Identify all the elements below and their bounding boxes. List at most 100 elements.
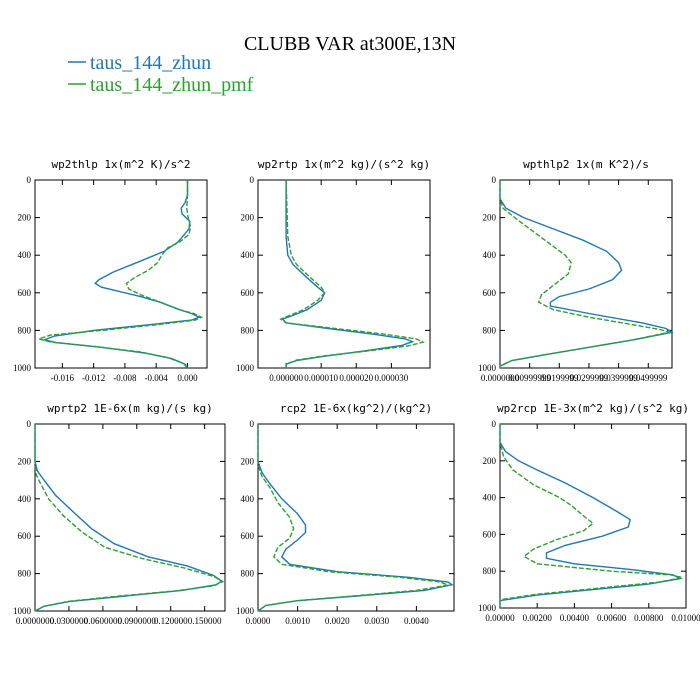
panel-grid: wp2thlp 1x(m^2 K)/s^2 0 200 400 600 800 1000 -0… bbox=[13, 158, 700, 626]
series-line-taus-144-zhun bbox=[257, 424, 454, 612]
series-line-taus-144-zhun bbox=[499, 424, 683, 608]
plot-frame bbox=[34, 423, 226, 612]
y-tick-label: 0 bbox=[27, 419, 32, 429]
y-tick-label: 200 bbox=[241, 213, 255, 223]
x-tick-label: 0.150000 bbox=[188, 616, 222, 626]
x-tick-label: 0.0900000 bbox=[118, 616, 157, 626]
series-line-taus-144-zhun bbox=[34, 424, 223, 612]
y-tick-label: 1000 bbox=[13, 606, 32, 616]
panel-title: wp2rcp 1E-3x(m^2 kg)/(s^2 kg) bbox=[497, 402, 689, 415]
y-tick-label: 0 bbox=[492, 175, 497, 185]
x-tick-label: 0.0000000 bbox=[481, 373, 520, 383]
y-tick-label: 0 bbox=[250, 419, 255, 429]
y-tick-label: 1000 bbox=[478, 363, 497, 373]
y-tick-label: 800 bbox=[18, 569, 32, 579]
x-tick-label: 0.0010 bbox=[285, 616, 310, 626]
y-tick-label: 800 bbox=[483, 566, 497, 576]
series-line-taus-144-zhun bbox=[499, 180, 674, 368]
x-tick-label: 0.000 bbox=[177, 373, 198, 383]
y-tick-label: 400 bbox=[241, 494, 255, 504]
series-line-taus-144-zhun-pmf bbox=[36, 180, 204, 369]
panel-title: rcp2 1E-6x(kg^2)/(kg^2) bbox=[280, 402, 432, 415]
y-tick-label: 800 bbox=[241, 325, 255, 335]
y-tick-label: 200 bbox=[241, 456, 255, 466]
panel-title: wprtp2 1E-6x(m kg)/(s kg) bbox=[47, 402, 213, 415]
y-tick-label: 400 bbox=[241, 250, 255, 260]
x-tick-label: 0.00600 bbox=[597, 613, 627, 623]
x-tick-label: 0.120000 bbox=[154, 616, 188, 626]
x-tick-label: 0.0199999 bbox=[540, 373, 579, 383]
x-tick-label: 0.0300000 bbox=[50, 616, 89, 626]
y-tick-label: 200 bbox=[18, 213, 32, 223]
series-line-taus-144-zhun-pmf bbox=[499, 424, 683, 608]
series-line-taus-144-zhun bbox=[281, 180, 415, 368]
plot-frame bbox=[499, 179, 673, 369]
x-tick-label: 0.00000 bbox=[485, 613, 515, 623]
x-tick-label: 0.00800 bbox=[634, 613, 664, 623]
x-tick-label: -0.012 bbox=[82, 373, 105, 383]
x-tick-label: 0.000000 bbox=[269, 373, 303, 383]
y-tick-label: 600 bbox=[241, 531, 255, 541]
plot-frame bbox=[499, 423, 687, 609]
chart-panel-1: wp2thlp 1x(m^2 K)/s^2 0 200 400 600 800 1000 -0… bbox=[13, 158, 208, 383]
y-tick-label: 200 bbox=[483, 213, 497, 223]
y-tick-label: 600 bbox=[18, 288, 32, 298]
x-tick-label: 0.0020 bbox=[325, 616, 350, 626]
x-tick-label: 0.0040 bbox=[404, 616, 429, 626]
x-tick-label: 0.000030 bbox=[375, 373, 409, 383]
x-tick-label: 0.01000 bbox=[671, 613, 700, 623]
series-line-taus-144-zhun-pmf bbox=[34, 424, 225, 612]
series-line-taus-144-zhun-pmf bbox=[499, 180, 672, 368]
y-tick-label: 1000 bbox=[13, 363, 32, 373]
x-tick-label: 0.0399999 bbox=[599, 373, 638, 383]
x-tick-label: -0.008 bbox=[113, 373, 137, 383]
y-tick-label: 0 bbox=[492, 419, 497, 429]
y-tick-label: 400 bbox=[18, 250, 32, 260]
legend-label-taus-144-zhun-pmf: taus_144_zhun_pmf bbox=[90, 74, 254, 96]
figure-legend: taus_144_zhun taus_144_zhun_pmf bbox=[68, 52, 254, 96]
x-tick-label: 0.0499999 bbox=[629, 373, 668, 383]
y-tick-label: 800 bbox=[483, 325, 497, 335]
x-tick-label: 0.00400 bbox=[560, 613, 590, 623]
legend-label-taus-144-zhun: taus_144_zhun bbox=[90, 52, 211, 74]
y-tick-label: 400 bbox=[483, 250, 497, 260]
y-tick-label: 800 bbox=[241, 569, 255, 579]
series-line-taus-144-zhun-pmf bbox=[257, 424, 451, 612]
plot-frame bbox=[257, 179, 431, 369]
x-tick-label: 0.000010 bbox=[304, 373, 338, 383]
y-tick-label: 200 bbox=[18, 456, 32, 466]
y-tick-label: 400 bbox=[18, 494, 32, 504]
x-tick-label: -0.004 bbox=[145, 373, 169, 383]
y-tick-label: 1000 bbox=[478, 603, 497, 613]
series-line-taus-144-zhun-pmf bbox=[279, 179, 426, 368]
y-tick-label: 200 bbox=[483, 456, 497, 466]
x-tick-label: 0.0030 bbox=[364, 616, 389, 626]
x-tick-label: 0.0000000 bbox=[16, 616, 55, 626]
chart-panel-3: wpthlp2 1x(m K^2)/s020040060080010000.00… bbox=[478, 158, 674, 383]
y-tick-label: 600 bbox=[241, 288, 255, 298]
x-tick-label: 0.0299999 bbox=[570, 373, 609, 383]
y-tick-label: 1000 bbox=[236, 606, 255, 616]
series-line-taus-144-zhun bbox=[42, 180, 201, 369]
y-tick-label: 0 bbox=[27, 175, 32, 185]
x-tick-label: -0.016 bbox=[51, 373, 75, 383]
panel-title: wp2thlp 1x(m^2 K)/s^2 bbox=[51, 158, 190, 171]
x-tick-label: 0.00999999 bbox=[508, 373, 551, 383]
chart-panel-2: wp2rtp 1x(m^2 kg)/(s^2 kg)0 200 400 600 800 1… bbox=[236, 158, 431, 383]
y-tick-label: 400 bbox=[483, 493, 497, 503]
chart-panel-4: wprtp2 1E-6x(m kg)/(s kg) 0 200 400 600 800 10… bbox=[13, 402, 226, 626]
y-tick-label: 600 bbox=[483, 288, 497, 298]
panel-title: wp2rtp 1x(m^2 kg)/(s^2 kg) bbox=[258, 158, 430, 171]
chart-panel-5: rcp2 1E-6x(kg^2)/(kg^2) 0 200 400 600 800 1000… bbox=[236, 402, 455, 626]
y-tick-label: 600 bbox=[18, 531, 32, 541]
x-tick-label: 0.00200 bbox=[523, 613, 553, 623]
chart-panel-6: wp2rcp 1E-3x(m^2 kg)/(s^2 kg)0 200 400 600 8… bbox=[478, 402, 700, 623]
y-tick-label: 600 bbox=[483, 529, 497, 539]
plot-frame bbox=[34, 179, 208, 369]
y-tick-label: 1000 bbox=[236, 363, 255, 373]
x-tick-label: 0.0600000 bbox=[84, 616, 123, 626]
y-tick-label: 800 bbox=[18, 325, 32, 335]
panel-title: wpthlp2 1x(m K^2)/s bbox=[523, 158, 649, 171]
plot-frame bbox=[257, 423, 455, 612]
